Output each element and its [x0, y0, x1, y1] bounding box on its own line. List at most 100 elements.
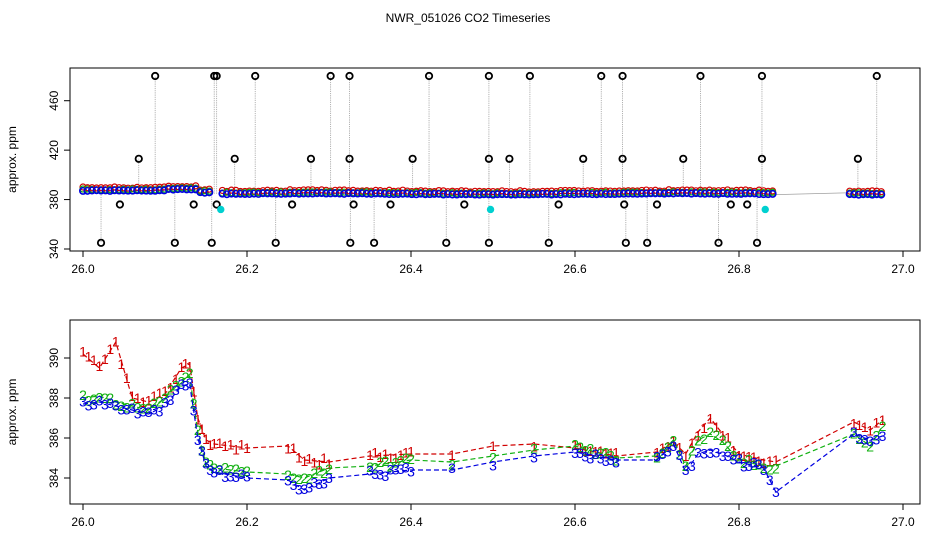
- series-1-symbol: 1: [772, 452, 780, 468]
- series-3-point: [868, 190, 877, 199]
- outlier-point: [679, 154, 688, 163]
- outlier-point: [287, 200, 297, 209]
- y-tick-label: 460: [47, 90, 61, 110]
- series-1-point: [192, 182, 200, 190]
- series-3-symbol: 3: [167, 392, 175, 408]
- y-tick-label: 388: [47, 388, 61, 408]
- series-3-symbol: 3: [96, 392, 104, 408]
- series-2-symbol: 2: [653, 450, 661, 466]
- series-1-symbol: 1: [740, 448, 748, 464]
- series-3-symbol: 3: [402, 459, 410, 475]
- series-1-symbol: 1: [198, 421, 206, 437]
- series-3-point: [556, 190, 565, 199]
- series-3-symbol: 3: [227, 469, 235, 485]
- series-2-symbol: 2: [407, 451, 415, 467]
- series-1-symbol: 1: [612, 445, 620, 461]
- series-1-symbol: 1: [123, 370, 131, 386]
- series-1-symbol: 1: [735, 447, 743, 463]
- series-2-symbol: 2: [530, 440, 538, 456]
- series-1-symbol: 1: [167, 380, 175, 396]
- series-3-symbol: 3: [676, 447, 684, 463]
- series-3-symbol: 3: [295, 481, 303, 497]
- series-1-symbol: 1: [489, 438, 497, 454]
- series-1-symbol: 1: [682, 448, 690, 464]
- series-3-point: [106, 186, 115, 195]
- series-1-symbol: 1: [653, 444, 661, 460]
- y-axis-label: approx. ppm: [5, 379, 19, 446]
- series-3-symbol: 3: [238, 466, 246, 482]
- series-2-symbol: 2: [134, 399, 142, 415]
- series-3-symbol: 3: [694, 444, 702, 460]
- series-3-symbol: 3: [586, 450, 594, 466]
- series-3-symbol: 3: [602, 453, 610, 469]
- series-1-symbol: 1: [182, 356, 190, 372]
- series-1-symbol: 1: [713, 419, 721, 435]
- outlier-point: [386, 200, 395, 209]
- bottom-panel: 26.0 26.2 26.4 26.6 26.8 27.0 384 386 388 390 appr…: [5, 319, 921, 529]
- series-1-symbol: 1: [381, 446, 389, 462]
- series-1-symbol: 1: [325, 456, 333, 472]
- series-1-symbol: 1: [530, 438, 538, 454]
- series-3-point: [335, 189, 344, 198]
- series-2-symbol: 2: [750, 457, 758, 473]
- series-1-symbol: 1: [202, 431, 210, 447]
- series-3-point: [511, 190, 520, 199]
- series-3-symbol: 3: [581, 449, 589, 465]
- y-tick-label: 340: [47, 239, 61, 259]
- series-2-symbol: 2: [371, 459, 379, 475]
- x-tick-label: 27.0: [891, 262, 915, 276]
- outlier-point: [726, 200, 735, 209]
- series-3-point: [452, 190, 461, 199]
- series-1-symbol: 1: [397, 447, 405, 463]
- series-1-symbol: 1: [376, 449, 384, 465]
- series-3-symbol: 3: [387, 461, 395, 477]
- series-2-symbol: 2: [612, 453, 620, 469]
- series-1-symbol: 1: [301, 453, 309, 469]
- series-2-symbol: 2: [694, 433, 702, 449]
- series-3-point: [187, 185, 196, 194]
- x-tick-label: 26.8: [727, 515, 751, 529]
- series-3-symbol: 3: [659, 446, 667, 462]
- series-3-symbol: 3: [607, 452, 615, 468]
- outlier-point: [484, 154, 493, 163]
- series-1-symbol: 1: [290, 440, 298, 456]
- series-3-point: [200, 188, 209, 197]
- series-2-symbol: 2: [238, 464, 246, 480]
- series-2-symbol: 2: [79, 387, 87, 403]
- series-2-symbol: 2: [670, 432, 678, 448]
- series-1-symbol: 1: [855, 417, 863, 433]
- series-3-symbol: 3: [724, 448, 732, 464]
- series-3-symbol: 3: [592, 446, 600, 462]
- series-1-symbol: 1: [161, 383, 169, 399]
- outlier-point: [251, 71, 260, 81]
- series-2-symbol: 2: [682, 458, 690, 474]
- series-1-symbol: 1: [366, 447, 374, 463]
- series-3-point: [299, 189, 308, 198]
- series-2-symbol: 2: [210, 460, 218, 476]
- series-3-symbol: 3: [740, 458, 748, 474]
- series-2-symbol: 2: [101, 390, 109, 406]
- series-3-symbol: 3: [713, 444, 721, 460]
- series-1-symbol: 1: [760, 455, 768, 471]
- outlier-point: [621, 238, 630, 247]
- series-1-symbol: 1: [724, 429, 732, 445]
- series-3-symbol: 3: [210, 465, 218, 481]
- x-tick-label: 26.0: [71, 515, 95, 529]
- series-3-point: [746, 189, 755, 198]
- series-2-symbol: 2: [112, 397, 120, 413]
- series-2-symbol: 2: [106, 390, 114, 406]
- outlier-point: [306, 154, 316, 163]
- series-3-point: [737, 189, 746, 198]
- series-3-symbol: 3: [161, 395, 169, 411]
- series-2-symbol: 2: [182, 369, 190, 385]
- series-3-point: [412, 190, 421, 199]
- series-3-symbol: 3: [530, 450, 538, 466]
- series-1-symbol: 1: [238, 436, 246, 452]
- series-1-point: [218, 186, 226, 195]
- series-1-symbol: 1: [581, 443, 589, 459]
- series-2-symbol: 2: [607, 448, 615, 464]
- series-2-symbol: 2: [700, 431, 708, 447]
- series-1-symbol: 1: [101, 351, 109, 367]
- series-2-symbol: 2: [172, 378, 180, 394]
- cyan-point: [761, 205, 769, 214]
